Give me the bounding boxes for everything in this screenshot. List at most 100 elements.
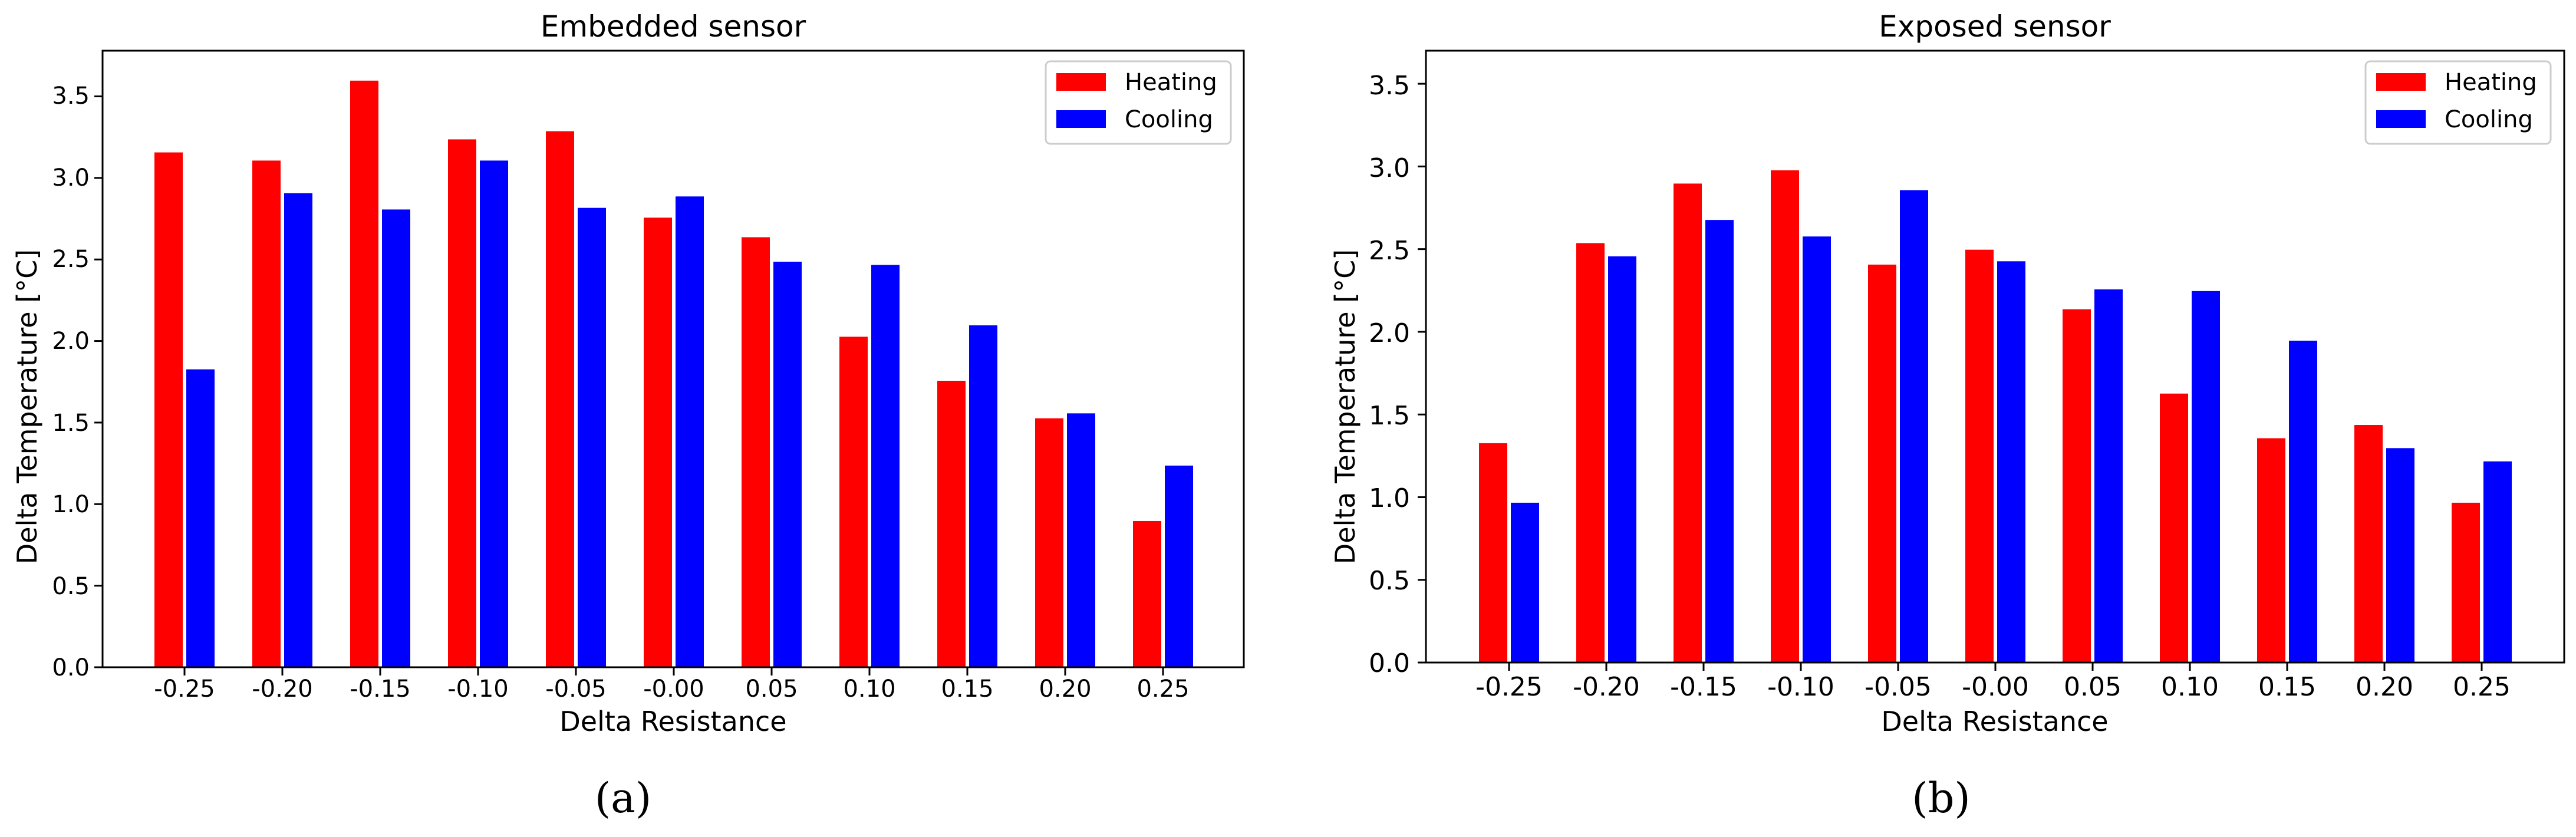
xtick-label: -0.00: [1962, 672, 2029, 702]
xtick-label: 0.10: [2161, 672, 2219, 702]
bar-cooling: [1899, 189, 1929, 663]
ytick-label: 1.5: [1369, 401, 1410, 431]
xtick-label: 0.20: [2356, 672, 2413, 702]
legend: Heating Cooling: [1045, 60, 1232, 145]
legend-swatch-cooling: [2376, 110, 2426, 128]
bar-cooling: [283, 192, 314, 668]
ytick-label: 1.0: [1369, 483, 1410, 513]
bar-cooling: [968, 324, 999, 668]
chart-embedded-sensor: Embedded sensor Delta Temperature [°C] D…: [11, 9, 1245, 737]
xtick-label: 0.25: [1137, 675, 1189, 703]
bar-cooling: [870, 263, 901, 668]
ytick-label: 3.0: [52, 164, 90, 192]
xtick-label: 0.20: [1039, 675, 1091, 703]
bar-heating: [643, 216, 673, 668]
legend-swatch-cooling: [1056, 110, 1106, 128]
bar-cooling: [1801, 235, 1832, 664]
bar-heating: [740, 236, 771, 668]
xtick-label: -0.10: [447, 675, 509, 703]
bar-heating: [1478, 441, 1508, 664]
legend: Heating Cooling: [2364, 60, 2552, 145]
ytick-label: 1.0: [52, 491, 90, 518]
bar-heating: [1867, 263, 1898, 664]
bar-heating: [1964, 248, 1995, 664]
bar-cooling: [381, 208, 411, 668]
xtick-label: -0.05: [545, 675, 607, 703]
ytick-label: 0.0: [52, 654, 90, 681]
ytick-label: 0.5: [52, 573, 90, 600]
bar-heating: [1672, 182, 1703, 663]
xtick-label: -0.05: [1865, 672, 1932, 702]
chart-exposed-sensor: Exposed sensor Delta Temperature [°C] De…: [1329, 9, 2565, 737]
y-axis-label: Delta Temperature [°C]: [1329, 249, 1361, 564]
bar-heating: [838, 335, 869, 668]
ytick-labels: 0.0 0.5 1.0 1.5 2.0 2.5 3.0 3.5: [1369, 71, 1410, 678]
ytick-label: 0.5: [1369, 566, 1410, 596]
bar-cooling: [2482, 460, 2513, 663]
xtick-label: 0.15: [941, 675, 993, 703]
bar-cooling: [1704, 219, 1735, 663]
legend-label-cooling: Cooling: [2445, 106, 2533, 133]
ytick-label: 3.0: [1369, 153, 1410, 183]
ytick-label: 2.5: [52, 246, 90, 273]
panel-label-b: (b): [1912, 774, 1970, 822]
bar-cooling: [185, 368, 216, 668]
bar-heating: [1575, 242, 1606, 664]
bar-cooling: [2093, 288, 2124, 663]
bar-cooling: [1996, 260, 2027, 663]
bar-cooling: [1510, 501, 1540, 663]
xtick-label: -0.10: [1767, 672, 1834, 702]
xtick-labels: -0.25 -0.20 -0.15 -0.10 -0.05 -0.00 0.05…: [154, 675, 1189, 703]
legend-label-heating: Heating: [1125, 69, 1217, 96]
bar-heating: [545, 130, 575, 668]
bar-heating: [1132, 519, 1162, 668]
bar-cooling: [1066, 412, 1096, 668]
ytick-label: 2.5: [1369, 236, 1410, 266]
legend-swatch-heating: [1056, 73, 1106, 91]
bar-heating: [1770, 169, 1800, 663]
xtick-label: 0.05: [2064, 672, 2122, 702]
xtick-label: -0.20: [1573, 672, 1640, 702]
y-axis-label: Delta Temperature [°C]: [11, 249, 43, 564]
xtick-label: 0.25: [2453, 672, 2511, 702]
bar-heating: [1034, 417, 1065, 668]
bar-heating: [251, 159, 282, 668]
xtick-label: -0.00: [643, 675, 704, 703]
bar-cooling: [674, 195, 705, 668]
bar-cooling: [2385, 447, 2416, 663]
x-axis-label: Delta Resistance: [1881, 706, 2108, 737]
ytick-labels: 0.0 0.5 1.0 1.5 2.0 2.5 3.0 3.5: [52, 83, 90, 681]
axes-frame: [1418, 50, 2565, 671]
bar-heating: [447, 138, 477, 668]
xtick-label: 0.10: [843, 675, 895, 703]
chart-title: Embedded sensor: [541, 9, 806, 44]
legend-swatch-heating: [2376, 73, 2426, 91]
bar-heating: [153, 151, 184, 668]
bars: [153, 79, 1194, 668]
ytick-label: 3.5: [52, 83, 90, 110]
bar-heating: [349, 79, 380, 668]
xtick-label: -0.15: [350, 675, 411, 703]
ytick-label: 2.0: [52, 328, 90, 355]
bar-heating: [2256, 437, 2287, 663]
bar-heating: [2450, 501, 2481, 663]
bar-cooling: [2190, 289, 2221, 663]
bars: [1478, 169, 2513, 664]
ytick-label: 2.0: [1369, 318, 1410, 348]
bar-heating: [2353, 424, 2384, 663]
xtick-label: 0.05: [745, 675, 798, 703]
xtick-label: -0.25: [1475, 672, 1543, 702]
xtick-label: -0.25: [154, 675, 215, 703]
ytick-label: 1.5: [52, 410, 90, 437]
panel-label-a: (a): [595, 774, 651, 822]
bar-heating: [2061, 308, 2092, 663]
bar-cooling: [772, 260, 803, 668]
ytick-label: 0.0: [1369, 648, 1410, 678]
ytick-label: 3.5: [1369, 71, 1410, 101]
bar-cooling: [1607, 255, 1638, 663]
legend-label-cooling: Cooling: [1125, 106, 1213, 133]
bar-cooling: [2288, 339, 2318, 663]
bar-cooling: [1164, 464, 1194, 668]
